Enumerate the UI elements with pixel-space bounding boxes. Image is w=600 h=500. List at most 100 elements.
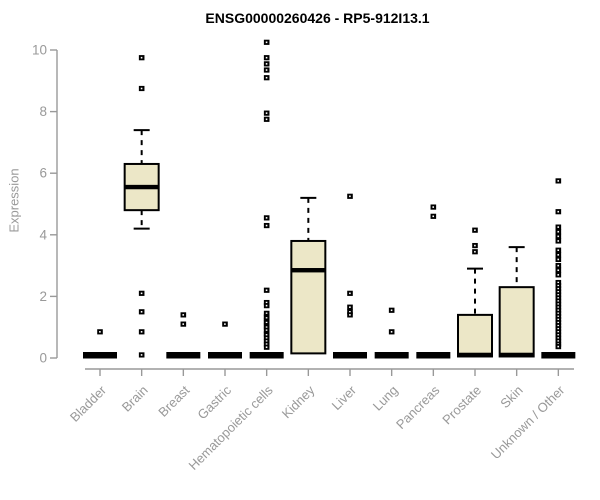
y-axis-label: Expression xyxy=(6,168,22,233)
box-unknown-other xyxy=(541,178,576,359)
outlier-point xyxy=(555,295,562,301)
box-skin xyxy=(498,246,535,358)
outlier-point xyxy=(263,287,270,293)
box-liver xyxy=(333,193,368,359)
collapsed-box xyxy=(249,352,284,359)
outlier-point xyxy=(430,213,437,219)
outlier-point xyxy=(555,292,562,298)
outlier-point xyxy=(263,215,270,221)
box-hematopoietic-cells xyxy=(249,39,284,359)
outlier-point xyxy=(138,352,145,358)
outlier-point xyxy=(472,227,478,233)
outlier-point xyxy=(263,332,270,338)
outlier-point xyxy=(555,329,562,335)
outlier-point xyxy=(263,324,270,330)
outlier-point xyxy=(138,329,145,335)
outlier-point xyxy=(180,312,187,318)
collapsed-box xyxy=(416,352,451,359)
x-tick-label: Pancreas xyxy=(393,382,443,432)
outlier-point xyxy=(138,309,145,315)
collapsed-box xyxy=(208,352,243,359)
y-tick-label: 2 xyxy=(39,289,47,304)
outlier-point xyxy=(388,307,395,313)
median-line xyxy=(499,352,534,358)
outlier-point xyxy=(263,315,270,321)
outlier-point xyxy=(347,304,353,310)
x-tick-label: Lung xyxy=(370,383,401,414)
box-brain xyxy=(123,55,160,358)
outlier-point xyxy=(263,110,270,116)
outlier-point xyxy=(263,335,270,341)
outlier-point xyxy=(555,307,562,313)
outlier-point xyxy=(555,332,562,338)
x-tick-label: Brain xyxy=(119,383,151,415)
x-tick-label: Gastric xyxy=(194,382,234,422)
box-rect xyxy=(498,286,535,358)
median-line xyxy=(124,184,159,190)
outlier-point xyxy=(347,309,353,315)
chart-title: ENSG00000260426 - RP5-912I13.1 xyxy=(205,10,430,26)
outlier-point xyxy=(555,247,562,253)
outlier-point xyxy=(388,329,395,335)
outlier-point xyxy=(555,224,562,230)
outlier-point xyxy=(555,326,562,332)
outlier-point xyxy=(263,75,270,81)
outlier-point xyxy=(555,298,562,304)
outlier-point xyxy=(97,329,103,335)
outlier-point xyxy=(263,341,270,347)
outlier-point xyxy=(263,61,270,67)
y-axis: 0 2 4 6 8 10 xyxy=(32,43,58,366)
outlier-point xyxy=(263,39,270,45)
outlier-point xyxy=(555,178,562,184)
outlier-point xyxy=(555,256,562,263)
outlier-point xyxy=(263,344,270,350)
box-breast xyxy=(166,312,201,359)
outlier-point xyxy=(263,310,270,316)
collapsed-box xyxy=(541,352,576,359)
outlier-point xyxy=(555,283,562,289)
outlier-point xyxy=(555,316,562,323)
collapsed-box xyxy=(333,352,368,359)
median-line xyxy=(458,352,493,358)
outlier-point xyxy=(555,229,562,235)
outlier-point xyxy=(263,55,270,61)
outlier-point xyxy=(347,193,353,199)
outlier-point xyxy=(555,313,562,320)
outlier-point xyxy=(555,338,562,344)
outlier-point xyxy=(555,279,562,286)
outlier-point xyxy=(222,321,228,327)
outlier-point xyxy=(263,299,270,306)
y-tick-label: 8 xyxy=(39,104,47,119)
outlier-point xyxy=(555,209,562,215)
box-lung xyxy=(374,307,409,359)
outlier-point xyxy=(472,242,478,249)
outlier-point xyxy=(347,312,353,318)
outlier-point xyxy=(555,304,562,310)
x-tick-label: Skin xyxy=(497,383,525,411)
box-rect xyxy=(290,239,327,355)
y-tick-label: 4 xyxy=(39,227,47,242)
outlier-point xyxy=(555,252,562,258)
x-tick-label: Breast xyxy=(155,382,192,419)
outlier-point xyxy=(263,327,270,333)
outlier-point xyxy=(263,222,270,229)
outlier-point xyxy=(430,204,437,210)
box-gastric xyxy=(208,321,243,359)
outlier-point xyxy=(263,116,270,122)
outlier-point xyxy=(555,301,562,307)
x-tick-label: Kidney xyxy=(279,382,318,421)
x-tick-label: Bladder xyxy=(67,382,110,425)
outlier-point xyxy=(138,55,145,61)
x-tick-label: Liver xyxy=(329,382,360,413)
outlier-point xyxy=(263,319,270,326)
outlier-point xyxy=(555,323,562,329)
outlier-point xyxy=(555,289,562,295)
median-line xyxy=(291,268,326,273)
outlier-point xyxy=(472,249,478,255)
y-tick-label: 0 xyxy=(39,351,47,366)
box-prostate xyxy=(457,227,494,358)
outlier-point xyxy=(347,290,353,296)
